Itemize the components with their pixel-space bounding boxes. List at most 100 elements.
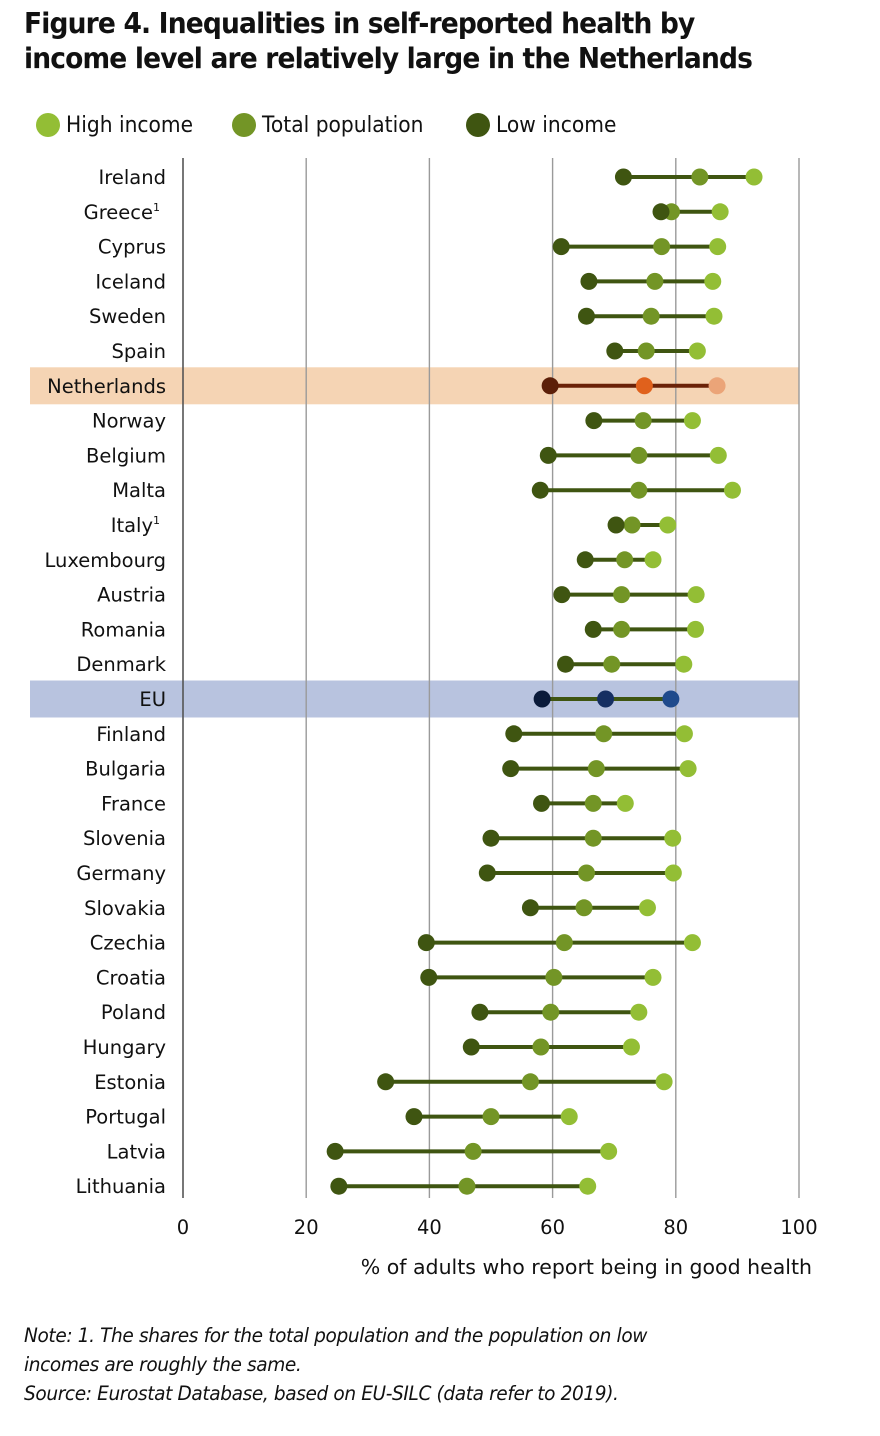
row-label-lithuania: Lithuania — [76, 1175, 166, 1198]
legend-item-high-income: High income — [36, 113, 204, 138]
note-line-1: Note: 1. The shares for the total popula… — [24, 1324, 648, 1347]
point-high-income-poland — [630, 1003, 648, 1021]
point-total-population-bulgaria — [587, 760, 605, 778]
row-france — [533, 794, 634, 812]
row-germany — [478, 864, 682, 882]
row-croatia — [420, 968, 662, 986]
point-low-income-cyprus — [552, 238, 570, 256]
point-total-population-italy — [623, 516, 641, 534]
row-label-norway: Norway — [92, 410, 166, 433]
row-label-sweden: Sweden — [89, 305, 166, 328]
point-total-population-lithuania — [458, 1177, 476, 1195]
row-label-estonia: Estonia — [94, 1071, 166, 1094]
x-axis-title: % of adults who report being in good hea… — [361, 1255, 812, 1279]
row-label-germany: Germany — [76, 862, 166, 885]
point-high-income-lithuania — [579, 1177, 597, 1195]
point-low-income-spain — [606, 342, 624, 360]
legend: High income Total population Low income — [36, 110, 655, 140]
row-ireland — [614, 168, 763, 186]
x-tick-label-80: 80 — [663, 1216, 688, 1239]
row-portugal — [405, 1108, 578, 1126]
row-slovenia — [482, 829, 682, 847]
row-latvia — [326, 1142, 618, 1160]
point-high-income-spain — [688, 342, 706, 360]
point-high-income-cyprus — [709, 238, 727, 256]
figure-title-line-1: Figure 4. Inequalities in self-reported … — [24, 7, 695, 40]
row-iceland — [580, 272, 722, 290]
point-high-income-belgium — [709, 446, 727, 464]
legend-marker-high-income-icon — [36, 113, 60, 137]
point-total-population-portugal — [482, 1108, 500, 1126]
point-low-income-luxembourg — [576, 551, 594, 569]
row-cyprus — [552, 238, 727, 256]
notes: Note: 1. The shares for the total popula… — [24, 1321, 822, 1408]
figure-title: Figure 4. Inequalities in self-reported … — [24, 6, 805, 76]
row-label-poland: Poland — [101, 1001, 166, 1024]
row-czechia — [417, 934, 701, 952]
row-label-hungary: Hungary — [83, 1036, 166, 1059]
legend-item-low-income: Low income — [465, 113, 627, 138]
point-low-income-germany — [478, 864, 496, 882]
point-total-population-norway — [634, 412, 652, 430]
point-low-income-norway — [585, 412, 603, 430]
point-high-income-denmark — [675, 655, 693, 673]
row-spain — [606, 342, 706, 360]
point-high-income-croatia — [644, 968, 662, 986]
row-label-portugal: Portugal — [85, 1106, 166, 1129]
row-austria — [553, 586, 705, 604]
row-label-latvia: Latvia — [107, 1140, 166, 1163]
point-low-income-austria — [553, 586, 571, 604]
point-total-population-austria — [613, 586, 631, 604]
row-label-luxembourg: Luxembourg — [44, 549, 166, 572]
row-malta — [531, 481, 741, 499]
figure-title-line-2: income level are relatively large in the… — [24, 42, 753, 75]
point-total-population-estonia — [521, 1073, 539, 1091]
point-high-income-netherlands — [708, 377, 726, 395]
point-high-income-estonia — [655, 1073, 673, 1091]
source-line: Source: Eurostat Database, based on EU-S… — [24, 1382, 619, 1405]
row-hungary — [462, 1038, 640, 1056]
row-label-cyprus: Cyprus — [98, 236, 166, 259]
point-high-income-romania — [687, 620, 705, 638]
row-estonia — [377, 1073, 673, 1091]
row-label-denmark: Denmark — [76, 653, 166, 676]
point-high-income-portugal — [560, 1108, 578, 1126]
point-total-population-finland — [595, 725, 613, 743]
row-greece — [652, 203, 729, 221]
point-high-income-slovakia — [638, 899, 656, 917]
row-label-slovenia: Slovenia — [83, 827, 166, 850]
x-tick-label-100: 100 — [780, 1216, 817, 1239]
row-label-finland: Finland — [96, 723, 166, 746]
gridlines — [182, 158, 800, 1198]
point-high-income-czechia — [683, 934, 701, 952]
point-low-income-sweden — [577, 307, 595, 325]
point-high-income-bulgaria — [679, 760, 697, 778]
point-low-income-estonia — [377, 1073, 395, 1091]
point-high-income-iceland — [704, 272, 722, 290]
legend-label-high-income: High income — [66, 112, 194, 138]
point-total-population-poland — [542, 1003, 560, 1021]
point-low-income-czechia — [417, 934, 435, 952]
point-low-income-portugal — [405, 1108, 423, 1126]
x-tick-label-60: 60 — [540, 1216, 565, 1239]
point-low-income-lithuania — [330, 1177, 348, 1195]
point-low-income-hungary — [462, 1038, 480, 1056]
row-label-france: France — [101, 792, 166, 815]
point-total-population-france — [584, 794, 602, 812]
row-label-slovakia: Slovakia — [84, 897, 166, 920]
row-label-ireland: Ireland — [99, 166, 166, 189]
legend-marker-total-population-icon — [232, 113, 257, 137]
point-low-income-belgium — [539, 446, 557, 464]
row-label-italy: Italy1 — [111, 514, 160, 537]
x-tick-label-0: 0 — [177, 1216, 189, 1239]
point-total-population-croatia — [545, 968, 563, 986]
row-bulgaria — [502, 760, 697, 778]
point-high-income-greece — [711, 203, 729, 221]
point-high-income-norway — [683, 412, 701, 430]
row-romania — [584, 620, 705, 638]
point-total-population-netherlands — [635, 377, 653, 395]
point-total-population-eu — [597, 690, 615, 708]
row-norway — [585, 412, 701, 430]
row-eu — [533, 690, 680, 708]
point-low-income-netherlands — [541, 377, 559, 395]
